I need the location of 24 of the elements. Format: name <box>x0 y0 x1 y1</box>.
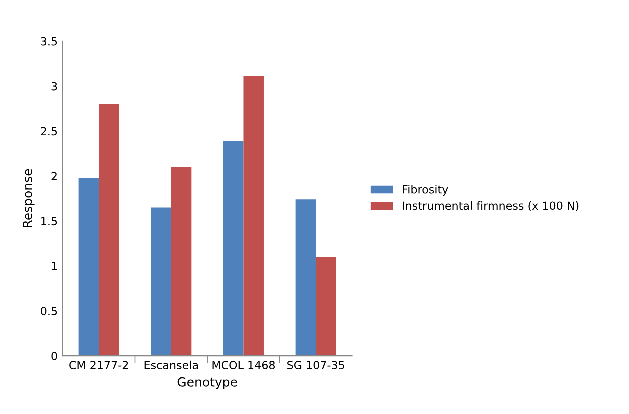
x-tick-label: MCOL 1468 <box>212 361 276 370</box>
y-axis-title: Response <box>23 169 35 228</box>
bar <box>316 257 336 356</box>
bar <box>296 200 316 356</box>
x-tick-label: Escansela <box>144 360 198 370</box>
bar <box>151 208 172 356</box>
x-tick-label: SG 107-35 <box>288 361 344 370</box>
bar <box>171 167 192 356</box>
x-axis-title: Genotype <box>178 377 238 390</box>
y-tick-label: 3 <box>52 82 58 91</box>
bar <box>223 141 244 356</box>
y-tick-label: 0.5 <box>41 307 58 316</box>
legend-label: Instrumental firmness (x 100 N) <box>403 202 579 212</box>
y-tick-label: 1.5 <box>42 217 58 226</box>
y-tick-label: 0 <box>52 352 58 360</box>
y-tick-label: 3.5 <box>41 37 58 46</box>
y-tick-label: 2.5 <box>41 127 58 136</box>
bar <box>78 178 100 356</box>
bar <box>244 76 264 356</box>
y-tick-label: 2 <box>52 172 57 180</box>
bar <box>99 104 120 356</box>
x-tick-label: CM 2177-2 <box>70 361 128 370</box>
y-tick-label: 1 <box>52 262 58 270</box>
legend-label: Fibrosity <box>403 185 448 196</box>
